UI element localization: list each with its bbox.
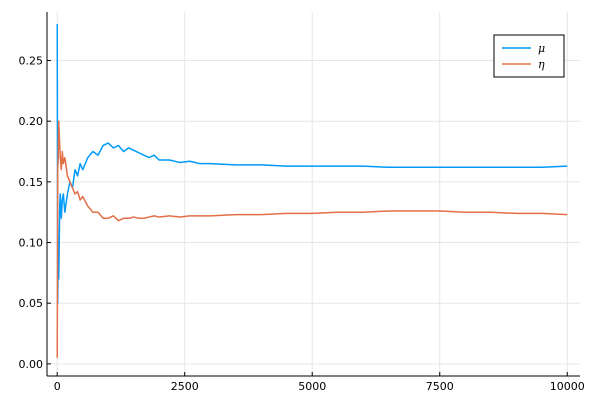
- axes: [46, 12, 580, 377]
- y-tick-label: 0.20: [19, 115, 44, 128]
- legend-label: μ: [538, 42, 545, 55]
- x-tick-label: 7500: [426, 380, 454, 393]
- y-tick-label: 0.25: [19, 55, 44, 68]
- y-tick-label: 0.00: [19, 358, 44, 371]
- y-tick-label: 0.10: [19, 237, 44, 250]
- legend-label: η: [538, 58, 545, 71]
- y-tick-label: 0.05: [19, 297, 44, 310]
- series-line-eta: [56, 120, 568, 358]
- x-tick-label: 0: [54, 380, 61, 393]
- grid-lines: [47, 12, 580, 376]
- legend: μη: [493, 34, 565, 78]
- x-tick-label: 2500: [171, 380, 199, 393]
- x-tick-label: 5000: [298, 380, 326, 393]
- series-group: [56, 24, 568, 358]
- y-tick-label: 0.15: [19, 176, 44, 189]
- x-tick-label: 10000: [550, 380, 585, 393]
- series-line-mu: [56, 24, 568, 304]
- tick-labels: 0 2500 5000 7500 10000 0.00 0.05 0.10 0.15 0.20 0.…: [19, 55, 585, 393]
- legend-box: [493, 34, 565, 78]
